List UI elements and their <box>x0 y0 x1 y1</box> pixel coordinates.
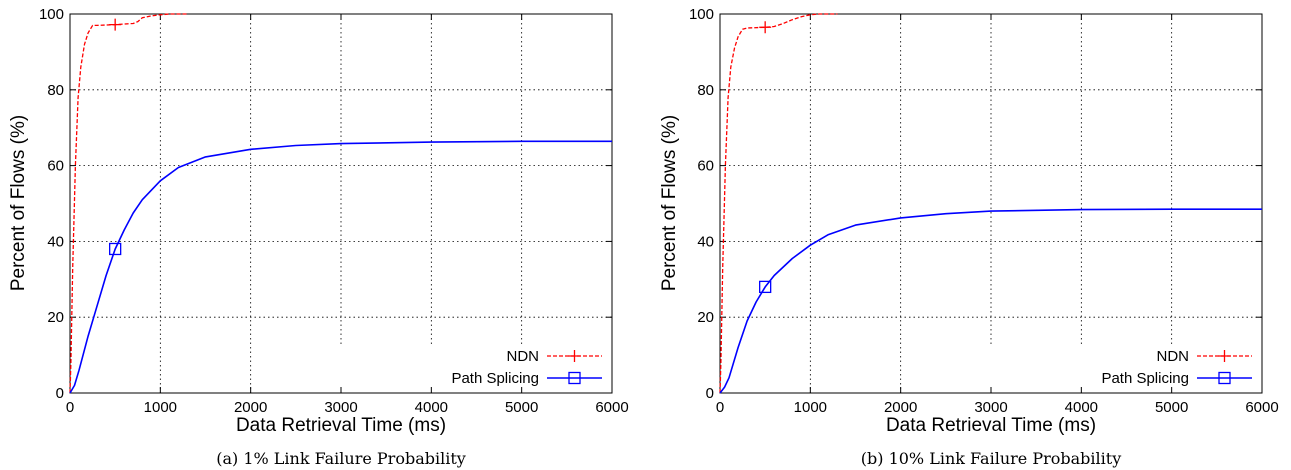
y-tick-label: 20 <box>47 309 64 326</box>
y-tick-label: 80 <box>47 82 64 99</box>
figure-caption: (b) 10% Link Failure Probability <box>861 449 1121 468</box>
y-tick-label: 40 <box>47 233 64 250</box>
x-axis-label: Data Retrieval Time (ms) <box>236 415 446 436</box>
x-tick-label: 4000 <box>415 399 448 416</box>
chart-panel-b: 0 1000 2000 3000 4000 5000 6000 0 20 40 60 80 100 NDN… <box>659 6 1279 468</box>
series-line-path-splicing <box>719 208 1262 394</box>
series-marker-ndn <box>109 18 122 31</box>
y-tick-label: 0 <box>56 385 64 402</box>
series-marker-path-splicing <box>109 242 122 256</box>
series-line-path-splicing <box>69 140 612 394</box>
legend-marker <box>1218 350 1231 362</box>
series-line-ndn <box>719 13 838 394</box>
x-tick-label: 4000 <box>1065 399 1098 416</box>
chart-panel-a: 0 1000 2000 3000 4000 5000 6000 0 20 40 60 80 100 NDN… <box>8 6 629 468</box>
x-tick-label: 5000 <box>1155 399 1188 416</box>
x-tick-label: 0 <box>716 399 724 416</box>
x-tick-label: 5000 <box>505 399 538 416</box>
x-tick-label: 0 <box>66 399 74 416</box>
x-tick-label: 3000 <box>974 399 1007 416</box>
x-tick-label: 2000 <box>884 399 917 416</box>
y-tick-label: 60 <box>697 158 714 175</box>
series-line-ndn <box>69 13 188 394</box>
y-tick-label: 40 <box>697 233 714 250</box>
y-tick-label: 100 <box>39 6 64 23</box>
legend-label: Path Splicing <box>451 370 539 387</box>
legend-label: NDN <box>507 348 540 365</box>
y-tick-label: 60 <box>47 158 64 175</box>
legend-marker <box>568 371 581 385</box>
x-tick-label: 2000 <box>234 399 267 416</box>
x-axis-label: Data Retrieval Time (ms) <box>886 415 1096 436</box>
legend-label: Path Splicing <box>1101 370 1189 387</box>
figure-caption: (a) 1% Link Failure Probability <box>216 449 466 468</box>
y-axis-label: Percent of Flows (%) <box>8 115 29 291</box>
x-tick-label: 1000 <box>794 399 827 416</box>
legend-label: NDN <box>1157 348 1190 365</box>
series-marker-path-splicing <box>759 280 772 294</box>
x-tick-label: 3000 <box>324 399 357 416</box>
legend-marker <box>568 350 581 362</box>
y-tick-label: 100 <box>689 6 714 23</box>
series-marker-ndn <box>759 21 772 34</box>
y-tick-label: 0 <box>706 385 714 402</box>
x-tick-label: 6000 <box>595 399 628 416</box>
y-tick-label: 80 <box>697 82 714 99</box>
x-tick-label: 6000 <box>1245 399 1278 416</box>
legend-marker <box>1218 371 1231 385</box>
x-tick-label: 1000 <box>144 399 177 416</box>
y-axis-label: Percent of Flows (%) <box>659 115 680 291</box>
y-tick-label: 20 <box>697 309 714 326</box>
